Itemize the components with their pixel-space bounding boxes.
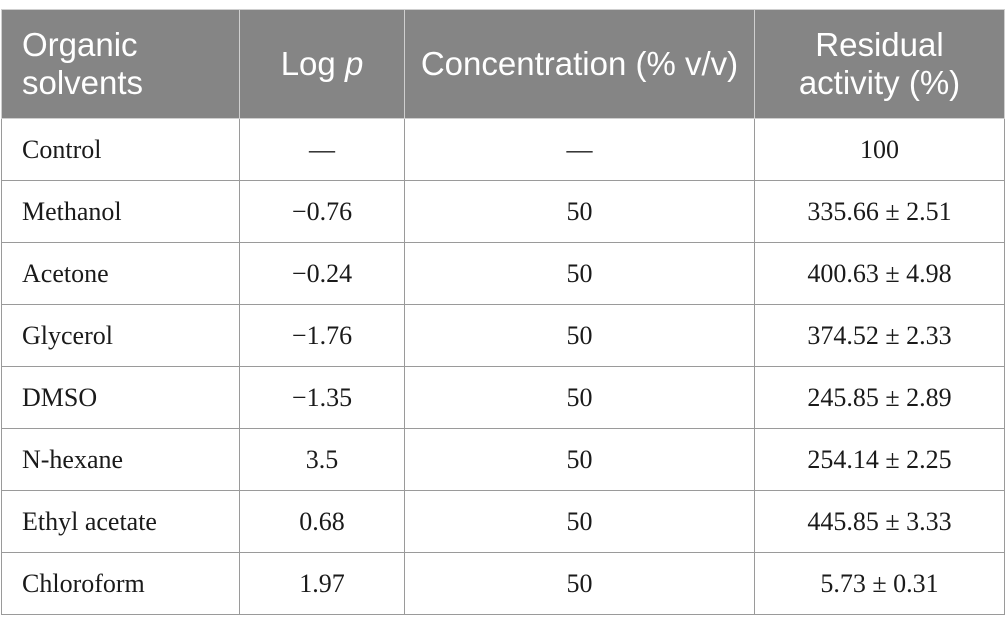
cell-activity: 5.73 ± 0.31 bbox=[754, 552, 1005, 615]
cell-solvent: Ethyl acetate bbox=[1, 490, 240, 553]
cell-solvent: Acetone bbox=[1, 242, 240, 305]
header-row: Organic solvents Log p Concentration (% … bbox=[1, 9, 1005, 119]
header-log-p-text: Log bbox=[280, 45, 345, 82]
cell-solvent: Glycerol bbox=[1, 304, 240, 367]
cell-logp: −0.76 bbox=[239, 180, 405, 243]
header-organic-solvents-text: Organic solvents bbox=[22, 26, 144, 101]
table-row: DMSO −1.35 50 245.85 ± 2.89 bbox=[1, 366, 1005, 429]
cell-logp: −1.76 bbox=[239, 304, 405, 367]
cell-solvent: Methanol bbox=[1, 180, 240, 243]
cell-logp: −1.35 bbox=[239, 366, 405, 429]
cell-concentration: 50 bbox=[404, 490, 755, 553]
cell-logp: — bbox=[239, 118, 405, 181]
cell-solvent: DMSO bbox=[1, 366, 240, 429]
table-row: Chloroform 1.97 50 5.73 ± 0.31 bbox=[1, 552, 1005, 615]
cell-logp: 1.97 bbox=[239, 552, 405, 615]
cell-activity: 245.85 ± 2.89 bbox=[754, 366, 1005, 429]
cell-concentration: 50 bbox=[404, 552, 755, 615]
header-residual-activity: Residual activity (%) bbox=[754, 9, 1005, 119]
header-log-p-italic: p bbox=[344, 45, 364, 82]
cell-logp: 3.5 bbox=[239, 428, 405, 491]
cell-activity: 254.14 ± 2.25 bbox=[754, 428, 1005, 491]
header-concentration-text: Concentration (% v/v) bbox=[420, 45, 739, 82]
cell-activity: 100 bbox=[754, 118, 1005, 181]
solvent-activity-table: Organic solvents Log p Concentration (% … bbox=[1, 9, 1005, 615]
table-row: Acetone −0.24 50 400.63 ± 4.98 bbox=[1, 242, 1005, 305]
table-row: Ethyl acetate 0.68 50 445.85 ± 3.33 bbox=[1, 490, 1005, 553]
table-header: Organic solvents Log p Concentration (% … bbox=[1, 9, 1005, 119]
header-log-p: Log p bbox=[239, 9, 405, 119]
header-organic-solvents: Organic solvents bbox=[1, 9, 240, 119]
table-body: Control — — 100 Methanol −0.76 50 335.66… bbox=[1, 118, 1005, 615]
header-residual-activity-text: Residual activity (%) bbox=[798, 26, 961, 101]
cell-solvent: Control bbox=[1, 118, 240, 181]
table-row: Control — — 100 bbox=[1, 118, 1005, 181]
cell-logp: −0.24 bbox=[239, 242, 405, 305]
header-concentration: Concentration (% v/v) bbox=[404, 9, 755, 119]
cell-solvent: Chloroform bbox=[1, 552, 240, 615]
cell-activity: 335.66 ± 2.51 bbox=[754, 180, 1005, 243]
cell-logp: 0.68 bbox=[239, 490, 405, 553]
cell-concentration: 50 bbox=[404, 304, 755, 367]
cell-concentration: 50 bbox=[404, 242, 755, 305]
cell-concentration: 50 bbox=[404, 180, 755, 243]
table-row: Glycerol −1.76 50 374.52 ± 2.33 bbox=[1, 304, 1005, 367]
cell-solvent: N-hexane bbox=[1, 428, 240, 491]
table-row: N-hexane 3.5 50 254.14 ± 2.25 bbox=[1, 428, 1005, 491]
table-row: Methanol −0.76 50 335.66 ± 2.51 bbox=[1, 180, 1005, 243]
cell-activity: 374.52 ± 2.33 bbox=[754, 304, 1005, 367]
cell-concentration: — bbox=[404, 118, 755, 181]
cell-activity: 445.85 ± 3.33 bbox=[754, 490, 1005, 553]
cell-concentration: 50 bbox=[404, 366, 755, 429]
cell-activity: 400.63 ± 4.98 bbox=[754, 242, 1005, 305]
cell-concentration: 50 bbox=[404, 428, 755, 491]
